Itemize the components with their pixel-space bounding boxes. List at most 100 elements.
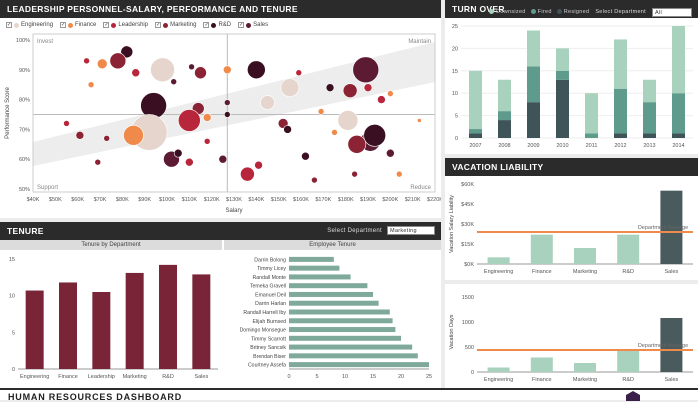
scatter-point <box>103 135 110 142</box>
department-average-label: Department Average <box>638 343 688 349</box>
turnover-bar-downsized <box>498 79 511 112</box>
scatter-point <box>254 160 263 170</box>
tenure-title: TENURE <box>7 226 44 236</box>
tenure-left-subtitle-bar: Tenure by Department <box>0 240 222 250</box>
y-tick-label: 0 <box>455 136 458 142</box>
scatter-point <box>311 176 318 184</box>
scatter-point <box>223 65 232 75</box>
vacation-panel: VACATION LIABILITY $0K $15K $30K $45K $60K Va… <box>445 158 698 388</box>
legend-item-engineering[interactable]: ✓ Engineering <box>6 22 53 28</box>
y-tick-label: 20 <box>452 46 458 52</box>
x-tick-label: Sales <box>194 374 208 380</box>
scatter-title: LEADERSHIP PERSONNEL-SALARY, PERFORMANCE… <box>0 0 441 18</box>
legend-dot-icon <box>68 22 74 28</box>
turnover-header: TURN OVER Downsized Fired Resigned Select … <box>445 0 698 18</box>
vacation-bar <box>617 351 640 372</box>
scatter-point <box>150 57 175 83</box>
legend-item-finance[interactable]: ✓ Finance <box>60 22 96 28</box>
y-tick-label: 0 <box>471 370 474 376</box>
employee-tenure-bar <box>289 318 393 324</box>
turnover-panel: TURN OVER Downsized Fired Resigned Select … <box>445 0 698 154</box>
y-axis-title: Vacation Days <box>449 314 455 349</box>
tenure-dept-bar <box>25 290 44 369</box>
scatter-point <box>109 52 127 70</box>
scatter-point <box>83 57 90 65</box>
scatter-point <box>347 135 367 154</box>
checkbox-icon[interactable]: ✓ <box>155 22 162 28</box>
turnover-bar-fired <box>527 66 540 103</box>
tenure-by-department-chart: 0 5 10 15 Engineering Finance Leadership Market… <box>9 257 218 380</box>
x-tick-label: 20 <box>398 374 404 380</box>
turnover-bar-fired <box>498 111 511 121</box>
scatter-point <box>218 154 228 164</box>
x-tick-label: $200K <box>382 197 398 203</box>
employee-name-label: Temeka Gravell <box>250 284 286 290</box>
employee-name-label: Brendan Biser <box>253 354 286 360</box>
scatter-point <box>224 111 231 118</box>
x-tick-label: $80K <box>116 197 129 203</box>
employee-tenure-bar <box>289 353 418 359</box>
scatter-point <box>123 125 144 146</box>
legend-item-sales[interactable]: ✓ Sales <box>238 22 268 28</box>
x-tick-label: Engineering <box>484 269 513 275</box>
turnover-bar-downsized <box>585 93 598 134</box>
employee-tenure-chart: Darrin Bolong Timmy Licey Randall Monte Tem… <box>240 256 432 380</box>
legend-dot-icon <box>246 22 252 28</box>
legend-item-marketing[interactable]: ✓ Marketing <box>155 22 196 28</box>
x-tick-label: $220K <box>427 197 441 203</box>
tenure-panel: TENURE Select Department Marketing Tenur… <box>0 222 441 388</box>
employee-name-label: Timmy Scarrott <box>251 336 287 342</box>
legend-dot-icon <box>530 9 536 15</box>
checkbox-icon[interactable]: ✓ <box>238 22 245 28</box>
checkbox-icon[interactable]: ✓ <box>6 22 12 28</box>
quadrant-label-maintain: Maintain <box>408 39 431 45</box>
scatter-chart: Invest Maintain Support Reduce 50% 60% 70% 80% 9… <box>5 33 441 214</box>
tenure-department-select[interactable]: Marketing <box>387 226 435 235</box>
y-tick-label: 90% <box>19 68 30 74</box>
checkbox-icon[interactable]: ✓ <box>203 22 210 28</box>
x-tick-label: 0 <box>287 374 290 380</box>
legend-dot-icon <box>556 9 562 15</box>
y-tick-label: 70% <box>19 127 30 133</box>
x-tick-label: $170K <box>315 197 331 203</box>
y-tick-label: 15 <box>9 257 15 263</box>
tenure-select-label: Select Department <box>327 228 383 234</box>
turnover-bar-downsized <box>469 70 482 130</box>
checkbox-icon[interactable]: ✓ <box>60 22 67 28</box>
checkbox-icon[interactable]: ✓ <box>103 22 110 28</box>
turnover-department-select[interactable]: All <box>652 7 692 17</box>
employee-tenure-bar <box>289 344 413 350</box>
x-tick-label: Sales <box>665 377 679 383</box>
turnover-bar-fired <box>469 129 482 134</box>
x-tick-label: $100K <box>159 197 175 203</box>
legend-label: Leadership <box>118 22 149 28</box>
scatter-point <box>417 118 422 123</box>
legend-item-leadership[interactable]: ✓ Leadership <box>103 22 148 28</box>
scatter-point <box>94 158 102 166</box>
y-tick-label: 1000 <box>462 320 474 326</box>
scatter-point <box>377 95 386 104</box>
turnover-legend-item[interactable]: Downsized <box>489 3 526 21</box>
scatter-point <box>247 60 266 80</box>
turnover-bar-downsized <box>556 48 569 71</box>
tenure-right-subtitle-bar: Employee Tenure <box>224 240 441 250</box>
turnover-bar-resigned <box>556 79 569 138</box>
y-tick-label: 5 <box>455 114 458 120</box>
employee-name-label: Elijah Burnsed <box>253 319 287 325</box>
turnover-bar-fired <box>556 70 569 80</box>
legend-item-rd[interactable]: ✓ R&D <box>203 22 231 28</box>
scatter-point <box>188 63 195 71</box>
scatter-point <box>96 58 108 70</box>
x-tick-label: $40K <box>27 197 40 203</box>
turnover-legend-item[interactable]: Resigned <box>556 3 590 21</box>
x-tick-label: Finance <box>532 269 552 275</box>
y-tick-label: 25 <box>452 24 458 30</box>
tenure-dept-bar <box>92 292 111 369</box>
y-axis-title: Performance Score <box>5 87 11 139</box>
scatter-point <box>317 108 325 115</box>
tenure-dept-bar <box>192 274 211 369</box>
employee-name-label: Courtney Assefa <box>248 363 286 369</box>
x-tick-label: $210K <box>405 197 421 203</box>
quadrant-label-support: Support <box>37 185 58 191</box>
turnover-legend-item[interactable]: Fired <box>530 3 552 21</box>
